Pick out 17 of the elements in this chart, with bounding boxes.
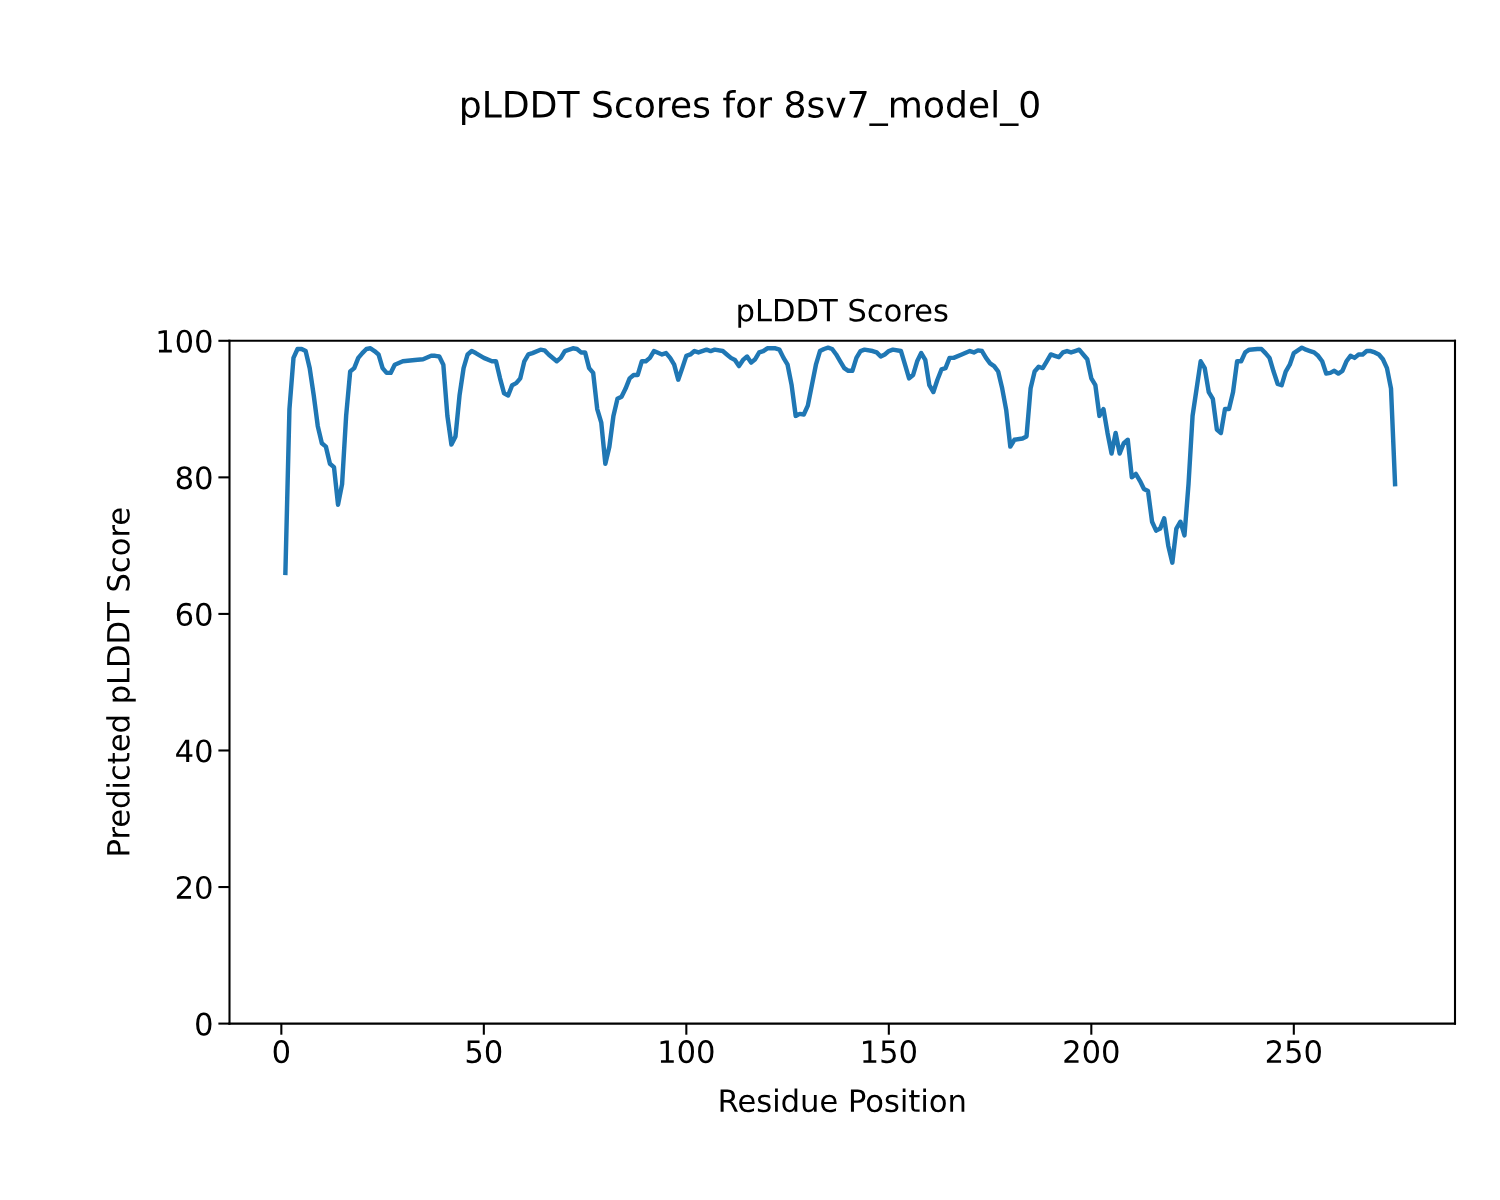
- y-tick-label: 80: [176, 466, 212, 490]
- y-tick-label: 20: [176, 875, 212, 900]
- chart-subtitle: pLDDT Scores: [738, 298, 948, 328]
- x-tick-label: 200: [1064, 1040, 1119, 1064]
- x-tick-label: 100: [660, 1040, 714, 1064]
- line-series: [283, 345, 1398, 576]
- y-axis-title: Predicted pLDDT Score: [106, 508, 136, 855]
- x-axis-title: Residue Position: [720, 1088, 965, 1113]
- x-tick-label: 0: [273, 1040, 290, 1064]
- chart-title: pLDDT Scores for 8sv7_model_0: [462, 90, 1039, 126]
- x-tick-label: 250: [1266, 1040, 1321, 1064]
- x-tick-label: 50: [466, 1040, 502, 1064]
- y-tick-label: 100: [158, 329, 212, 353]
- x-tick-label: 150: [863, 1040, 916, 1064]
- y-tick-label: 60: [176, 602, 212, 626]
- y-tick-label: 40: [176, 739, 212, 763]
- y-tick-label: 0: [196, 1012, 212, 1036]
